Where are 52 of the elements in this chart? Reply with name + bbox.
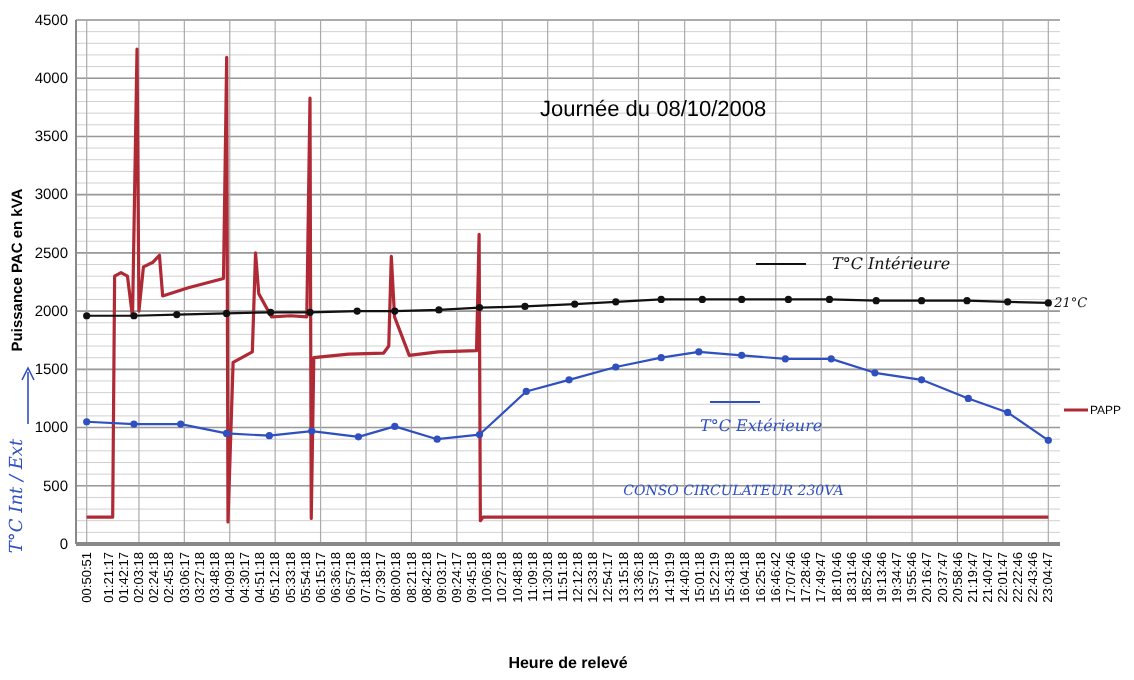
point	[391, 307, 399, 315]
point	[265, 432, 273, 440]
point	[612, 298, 620, 306]
point	[781, 355, 789, 363]
point	[83, 312, 91, 320]
point	[353, 307, 361, 315]
point	[222, 429, 231, 437]
point	[354, 433, 363, 441]
point	[695, 348, 703, 356]
point	[391, 422, 399, 430]
point	[784, 295, 792, 304]
point	[964, 394, 972, 403]
point	[571, 300, 579, 308]
point	[308, 427, 316, 435]
point	[657, 354, 665, 362]
line-series	[85, 47, 1050, 524]
point	[130, 420, 138, 428]
point	[917, 297, 926, 305]
point	[825, 295, 834, 304]
point	[1044, 436, 1052, 444]
point	[173, 311, 181, 319]
legend-label: T°C Intérieure	[832, 255, 951, 274]
point	[698, 295, 706, 304]
point	[738, 351, 746, 359]
point	[963, 297, 971, 305]
point	[522, 387, 530, 396]
point	[1004, 298, 1012, 306]
point	[871, 369, 879, 377]
point	[1044, 299, 1052, 307]
point	[475, 304, 484, 312]
point	[1004, 408, 1012, 417]
point	[177, 420, 185, 428]
point	[565, 376, 573, 384]
x-axis-title: Heure de relevé	[508, 654, 629, 672]
point	[827, 355, 835, 363]
point	[475, 430, 484, 439]
point	[83, 418, 91, 426]
text: Journée du 08/10/2008	[540, 98, 767, 122]
point	[222, 309, 231, 318]
point	[306, 308, 314, 316]
point	[435, 306, 443, 314]
point	[267, 308, 275, 316]
point	[917, 376, 926, 384]
point	[433, 435, 441, 443]
text: T°C Int / Ext	[8, 438, 28, 554]
point	[657, 295, 665, 304]
point	[612, 363, 620, 371]
point	[872, 297, 880, 305]
text: T°C Extérieure	[700, 417, 823, 436]
point	[130, 312, 138, 320]
point	[738, 295, 746, 304]
point	[521, 302, 529, 311]
